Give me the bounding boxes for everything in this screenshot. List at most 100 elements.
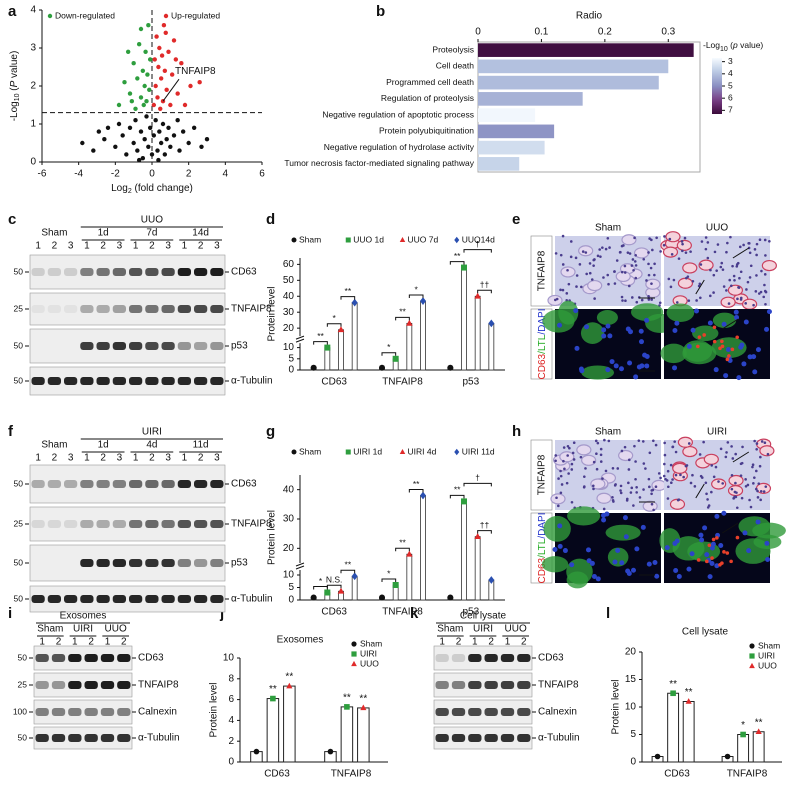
cd63-signal — [722, 550, 726, 554]
nucleus — [658, 301, 662, 305]
nucleus — [746, 483, 750, 487]
panel-label: f — [8, 423, 14, 440]
dapi-signal — [622, 515, 628, 521]
lane-number: 1 — [182, 241, 188, 252]
panel-label: i — [8, 605, 12, 622]
nucleus — [755, 442, 759, 445]
y-tick-label: 0 — [630, 757, 636, 768]
blot-group: Sham — [41, 228, 67, 239]
blot-band — [517, 708, 531, 716]
nucleus — [725, 250, 728, 254]
nucleus — [631, 296, 634, 299]
cd63-signal — [702, 333, 706, 337]
marker — [488, 576, 495, 584]
blot-band — [435, 681, 449, 689]
nucleus — [592, 460, 596, 464]
dapi-signal — [627, 360, 633, 366]
marker — [379, 594, 385, 601]
blot-band — [35, 734, 49, 742]
marker — [351, 651, 357, 657]
category-label: Tumor necrosis factor-mediated signaling… — [284, 158, 474, 168]
point — [164, 137, 169, 142]
image-row-label-part: /LTL — [537, 334, 548, 354]
colorbar-tick-label: 7 — [728, 105, 733, 115]
panel-label: b — [376, 3, 385, 20]
point — [147, 87, 152, 93]
nucleus — [715, 269, 718, 272]
significance-label: ** — [269, 684, 277, 695]
nucleus — [580, 285, 583, 289]
dapi-signal — [686, 343, 692, 349]
row-label-box — [530, 439, 553, 511]
blot-band — [96, 268, 110, 276]
nucleus — [555, 297, 559, 301]
significance-label: ** — [343, 693, 351, 704]
nucleus — [628, 252, 632, 255]
nucleus — [730, 473, 734, 477]
blot-label: Calnexin — [538, 707, 577, 718]
nucleus — [631, 258, 635, 261]
lane-number: 1 — [439, 637, 445, 648]
point — [138, 129, 144, 134]
point — [157, 129, 162, 134]
nucleus — [590, 278, 594, 281]
blot-band — [112, 377, 126, 385]
marker — [379, 364, 385, 371]
mw-label: 50 — [18, 732, 28, 742]
y-tick-label: 30 — [283, 514, 295, 525]
nucleus — [700, 240, 704, 243]
nucleus — [569, 240, 573, 243]
significance-bracket — [477, 289, 492, 294]
point — [151, 102, 157, 108]
cd63-signal — [725, 551, 730, 555]
nucleus — [674, 450, 678, 454]
significance-bracket — [395, 547, 410, 552]
blot-group: 1d — [98, 440, 109, 451]
nucleus — [566, 268, 569, 272]
marker — [399, 449, 406, 454]
blot-band — [112, 520, 126, 528]
blot-band — [47, 520, 61, 528]
nucleus — [758, 464, 762, 468]
blot-band — [68, 708, 82, 716]
point — [152, 57, 157, 62]
nucleus — [730, 445, 733, 448]
blot-title: UUO — [141, 215, 163, 226]
significance-bracket — [326, 323, 342, 327]
x-tick-label: p53 — [462, 607, 479, 618]
nucleus — [730, 487, 734, 491]
significance-label: ** — [345, 560, 352, 570]
dapi-signal — [709, 560, 715, 566]
cd63-signal — [710, 556, 714, 560]
category-label: Regulation of proteolysis — [381, 93, 474, 103]
blot-band — [161, 268, 175, 276]
blot-label: Calnexin — [138, 707, 177, 718]
marker — [351, 660, 357, 667]
nucleus — [721, 482, 724, 485]
nucleus — [615, 259, 619, 262]
nucleus — [659, 250, 662, 253]
dapi-signal — [739, 342, 745, 348]
blot-band — [194, 520, 208, 528]
x-axis-label-part: Log — [111, 183, 128, 194]
lane-number: 3 — [214, 241, 220, 252]
nucleus — [764, 302, 767, 306]
point — [155, 148, 160, 153]
blot-group: 14d — [192, 228, 209, 239]
nucleus — [716, 243, 720, 246]
dapi-signal — [601, 512, 607, 518]
point — [156, 64, 161, 70]
nucleus — [606, 236, 610, 240]
y-axis-label: Protein level — [267, 286, 278, 341]
dapi-signal — [676, 574, 682, 580]
legend-label: UUO 1d — [353, 234, 384, 244]
row-label-box — [530, 235, 553, 307]
nucleus — [638, 496, 642, 499]
dapi-signal — [742, 530, 748, 536]
blot-band — [64, 377, 78, 385]
cd63-signal — [718, 346, 722, 351]
point — [136, 157, 142, 163]
tubule — [698, 259, 714, 271]
blot-band — [145, 520, 159, 528]
nucleus — [571, 451, 575, 455]
